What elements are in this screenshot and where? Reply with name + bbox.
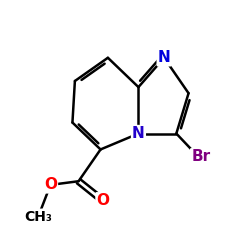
Text: O: O bbox=[44, 178, 57, 192]
Text: N: N bbox=[158, 50, 170, 65]
Text: O: O bbox=[96, 193, 110, 208]
Text: Br: Br bbox=[191, 149, 210, 164]
Text: CH₃: CH₃ bbox=[24, 210, 52, 224]
Text: N: N bbox=[132, 126, 145, 141]
